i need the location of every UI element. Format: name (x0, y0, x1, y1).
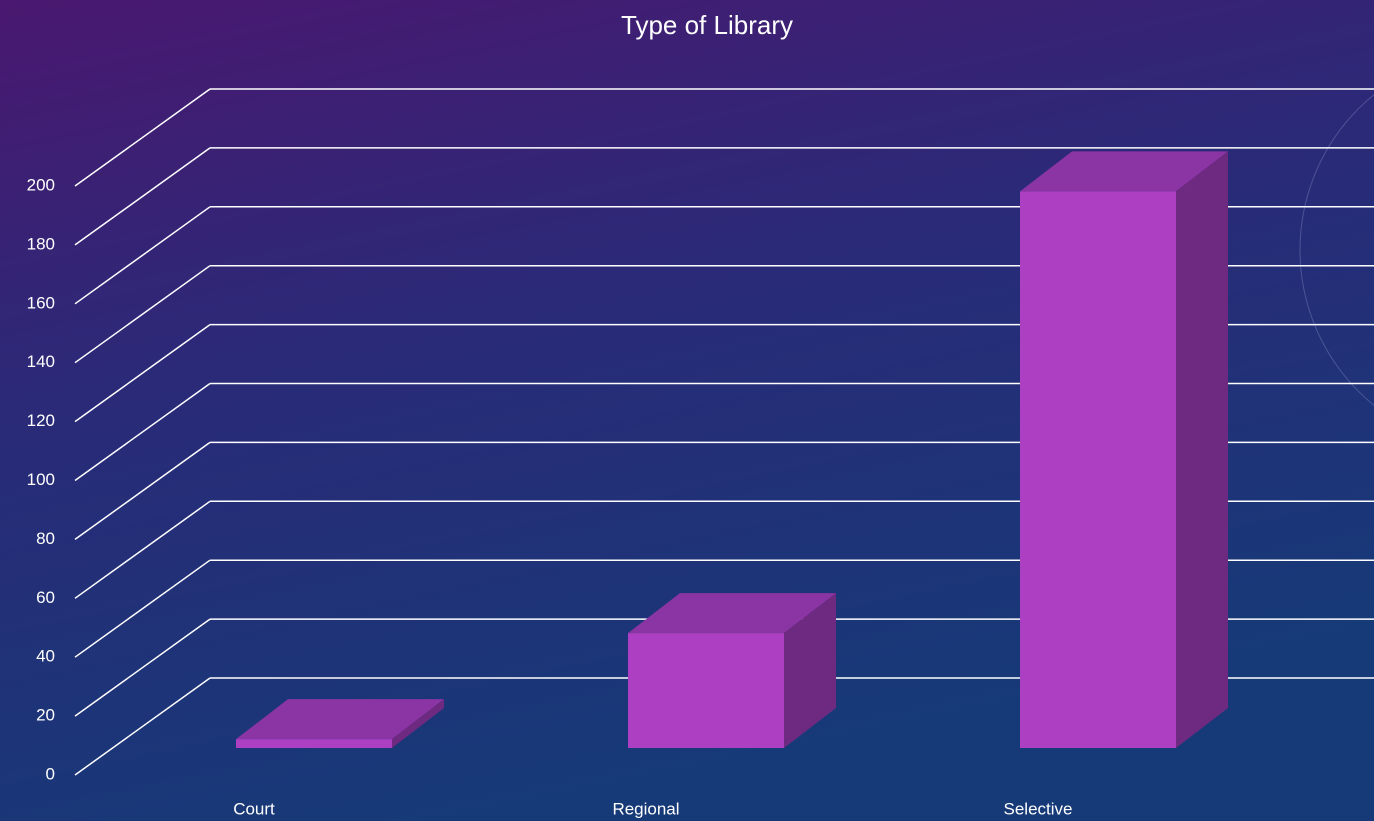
y-tick-label: 100 (27, 470, 55, 489)
x-tick-label: Court (233, 799, 275, 818)
y-tick-label: 20 (36, 706, 55, 725)
y-tick-label: 60 (36, 588, 55, 607)
bar-top (628, 593, 836, 634)
decor (1299, 94, 1374, 406)
grid-line (74, 677, 211, 776)
grid-line (74, 618, 211, 717)
x-tick-label: Regional (612, 799, 679, 818)
bar-top (236, 699, 444, 740)
bar (628, 633, 784, 748)
y-tick-label: 0 (46, 764, 55, 783)
bar (236, 739, 392, 748)
y-tick-label: 80 (36, 529, 55, 548)
y-tick-label: 180 (27, 234, 55, 253)
x-tick-label: Selective (1004, 799, 1073, 818)
bar-side (784, 593, 836, 748)
grid-line (74, 559, 211, 658)
bar-top (1020, 151, 1228, 192)
bar-side (392, 699, 444, 748)
grid-line (74, 206, 211, 305)
y-tick-label: 160 (27, 293, 55, 312)
y-tick-label: 40 (36, 647, 55, 666)
bar (1020, 191, 1176, 748)
grid-line (74, 265, 211, 364)
grid-line (74, 441, 211, 541)
grid-line (74, 88, 211, 187)
y-tick-label: 120 (27, 411, 55, 430)
y-tick-label: 200 (27, 175, 55, 194)
bar-side (1176, 151, 1228, 748)
grid-line (74, 147, 211, 246)
grid-line (74, 500, 211, 599)
grid-line (74, 382, 211, 482)
grid-line (74, 323, 211, 423)
y-tick-label: 140 (27, 352, 55, 371)
chart-title: Type of Library (621, 10, 793, 40)
